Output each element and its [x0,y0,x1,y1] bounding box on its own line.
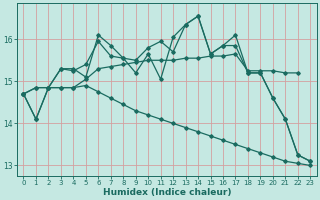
X-axis label: Humidex (Indice chaleur): Humidex (Indice chaleur) [103,188,231,197]
